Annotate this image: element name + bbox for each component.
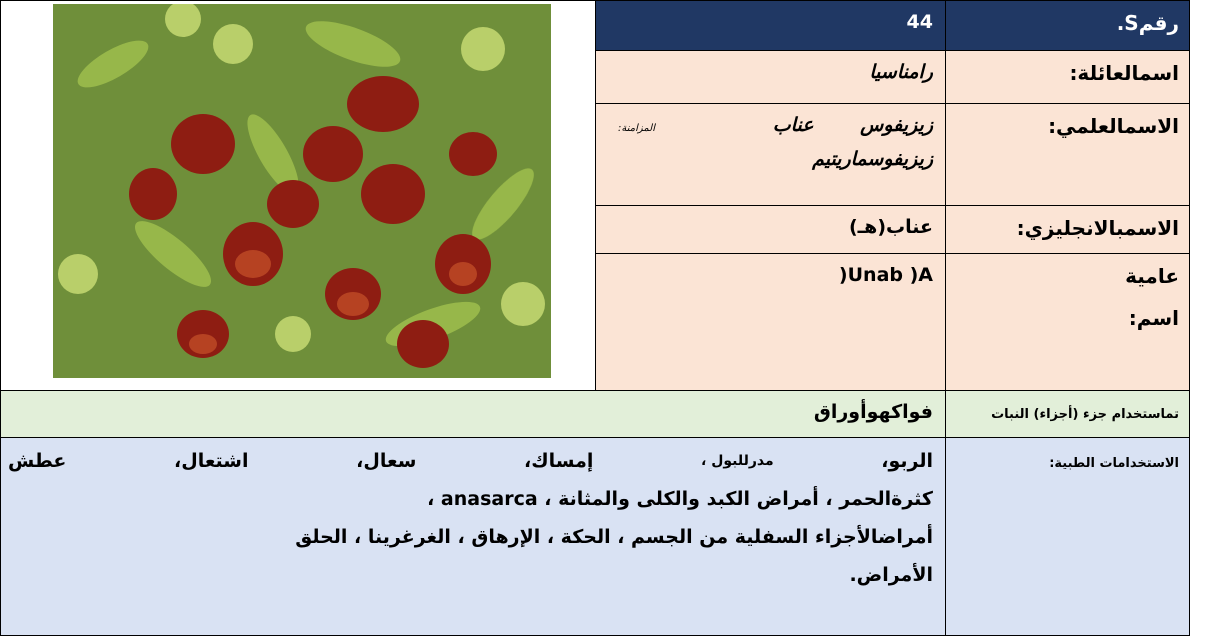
uses-first-line: الربو، مدرللبول ، إمساك، سعال، اشتعال، عطش bbox=[8, 442, 933, 480]
uses-line: الأمراض. bbox=[849, 564, 933, 586]
image-cell bbox=[0, 0, 596, 391]
common-label-1: عامية bbox=[1125, 264, 1179, 288]
scientific-synonym: زيزيفوسماريتيم bbox=[812, 148, 933, 170]
scientific-label: الاسمالعلمي: bbox=[945, 103, 1190, 206]
uses-line: أمراضالأجزاء السفلية من الجسم ، الحكة ، … bbox=[295, 526, 933, 548]
family-label: اسمالعائلة: bbox=[945, 50, 1190, 104]
uses-line: كثرةالحمر ، أمراض الكبد والكلى والمثانة … bbox=[427, 488, 933, 510]
uses-label: الاستخدامات الطبية: bbox=[945, 437, 1190, 636]
number-value: 44 bbox=[595, 0, 946, 51]
uses-item: سعال، bbox=[356, 450, 417, 472]
english-value: عناب(هـ) bbox=[595, 205, 946, 254]
uses-item: الربو، bbox=[881, 450, 933, 472]
uses-item: عطش bbox=[8, 450, 67, 472]
parts-label: تماستخدام جزء (أجزاء) النبات bbox=[945, 390, 1190, 438]
common-value: Unab )A( bbox=[595, 253, 946, 391]
uses-cell: الربو، مدرللبول ، إمساك، سعال، اشتعال، عطش كث… bbox=[0, 437, 946, 636]
english-label: الاسمبالانجليزي: bbox=[945, 205, 1190, 254]
number-label: رقمS. bbox=[945, 0, 1190, 51]
common-label: عامية اسم: bbox=[945, 253, 1190, 391]
scientific-cell: زيزيفوس عناب المزامنة: زيزيفوسماريتيم bbox=[595, 103, 946, 206]
uses-item: إمساك، bbox=[524, 450, 594, 472]
jujube-photo bbox=[53, 4, 551, 378]
uses-item: مدرللبول ، bbox=[701, 453, 774, 469]
common-label-2: اسم: bbox=[1128, 306, 1179, 330]
parts-value: فواكهوأوراق bbox=[0, 390, 946, 438]
scientific-value: زيزيفوس عناب bbox=[772, 114, 933, 136]
uses-lines: كثرةالحمر ، أمراض الكبد والكلى والمثانة … bbox=[1, 480, 933, 594]
synonym-label: المزامنة: bbox=[618, 123, 656, 134]
uses-item: اشتعال، bbox=[173, 450, 249, 472]
family-value: رامناسيا bbox=[595, 50, 946, 104]
